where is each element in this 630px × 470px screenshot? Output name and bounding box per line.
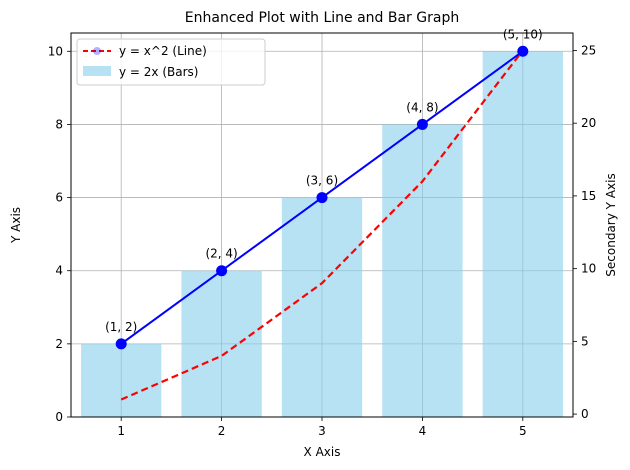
secondary-y-axis-label: Secondary Y Axis bbox=[604, 173, 618, 276]
point-label: (2, 4) bbox=[205, 247, 237, 261]
y-axis-ticks: 0 2 4 6 8 10 bbox=[48, 44, 71, 424]
legend-marker-swatch bbox=[93, 47, 101, 55]
legend-label-line: y = x^2 (Line) bbox=[119, 44, 207, 58]
bar bbox=[281, 197, 363, 417]
bar bbox=[382, 124, 463, 417]
bar-series bbox=[81, 51, 563, 418]
legend-box bbox=[76, 38, 266, 86]
data-point-marker bbox=[216, 265, 228, 277]
secondary-y-tick-label: 10 bbox=[581, 262, 596, 276]
secondary-y-tick-label: 0 bbox=[581, 407, 589, 421]
x-tick-label: 5 bbox=[519, 424, 527, 438]
x-tick-label: 1 bbox=[117, 424, 125, 438]
bar bbox=[81, 343, 162, 417]
point-annotations: (1, 2) (2, 4) (3, 6) (4, 8) (5, 10) bbox=[105, 27, 543, 334]
legend-bar-swatch bbox=[83, 66, 111, 76]
point-label: (1, 2) bbox=[105, 320, 137, 334]
secondary-y-tick-label: 25 bbox=[581, 43, 596, 57]
data-point-marker bbox=[316, 192, 328, 204]
y-tick-label: 2 bbox=[55, 337, 63, 351]
bar bbox=[482, 51, 563, 418]
x-tick-label: 2 bbox=[218, 424, 226, 438]
dashed-line-series bbox=[120, 49, 524, 401]
data-point-marker bbox=[115, 338, 127, 350]
marker-series bbox=[115, 45, 529, 350]
point-label: (4, 8) bbox=[406, 100, 438, 114]
x-tick-label: 3 bbox=[318, 424, 326, 438]
secondary-y-tick-label: 15 bbox=[581, 189, 596, 203]
secondary-y-axis-ticks: 0 5 10 15 20 25 bbox=[573, 43, 596, 421]
x-axis-ticks: 1 2 3 4 5 bbox=[117, 417, 527, 438]
x-axis-label: X Axis bbox=[304, 445, 341, 459]
y-axis-label: Y Axis bbox=[9, 207, 23, 244]
y-tick-label: 6 bbox=[55, 191, 63, 205]
point-label: (3, 6) bbox=[306, 174, 338, 188]
data-point-marker bbox=[416, 118, 428, 130]
secondary-y-tick-label: 20 bbox=[581, 116, 596, 130]
bar bbox=[181, 270, 262, 417]
chart-title: Enhanced Plot with Line and Bar Graph bbox=[185, 10, 459, 26]
legend-label-bars: y = 2x (Bars) bbox=[119, 65, 198, 79]
data-point-marker bbox=[517, 45, 529, 57]
y-tick-label: 10 bbox=[48, 44, 63, 58]
y-tick-label: 4 bbox=[55, 264, 63, 278]
y-tick-label: 0 bbox=[55, 410, 63, 424]
point-label: (5, 10) bbox=[503, 27, 543, 41]
x-tick-label: 4 bbox=[419, 424, 427, 438]
legend: y = x^2 (Line) y = 2x (Bars) bbox=[76, 38, 266, 86]
secondary-y-tick-label: 5 bbox=[581, 334, 589, 348]
y-tick-label: 8 bbox=[55, 117, 63, 131]
